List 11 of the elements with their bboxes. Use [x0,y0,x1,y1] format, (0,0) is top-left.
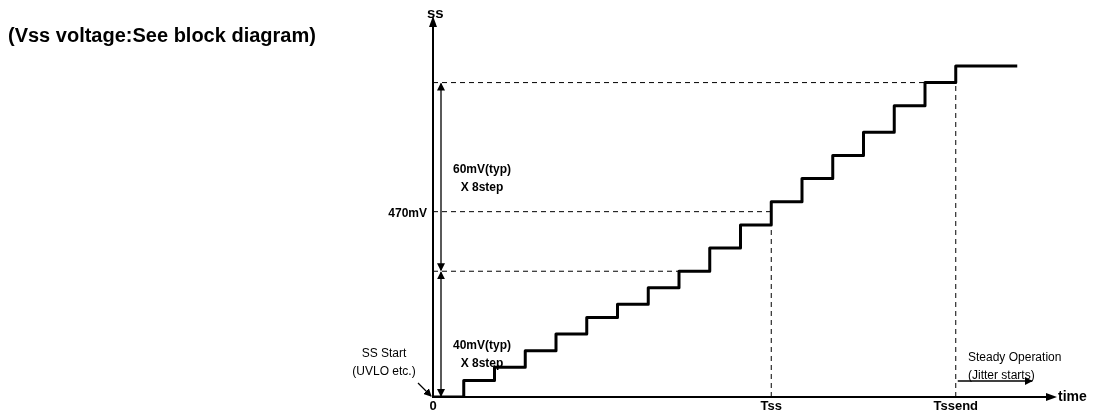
text: (Vss voltage:See block diagram) [8,24,316,46]
x-tick-label: 0 [429,398,437,414]
annotation: 60mV(typ) X 8step [452,161,512,196]
y-axis-title: ss [427,4,444,22]
annotation: Steady Operation (Jitter starts) [968,349,1062,384]
text: 470mV [388,205,427,222]
x-axis-title: time [1058,387,1087,405]
x-tick-label: Tssend [933,398,979,414]
x-tick-label: Tss [760,398,782,414]
text: SS Start (UVLO etc.) [352,346,416,378]
annotation: 40mV(typ) X 8step [452,338,511,370]
